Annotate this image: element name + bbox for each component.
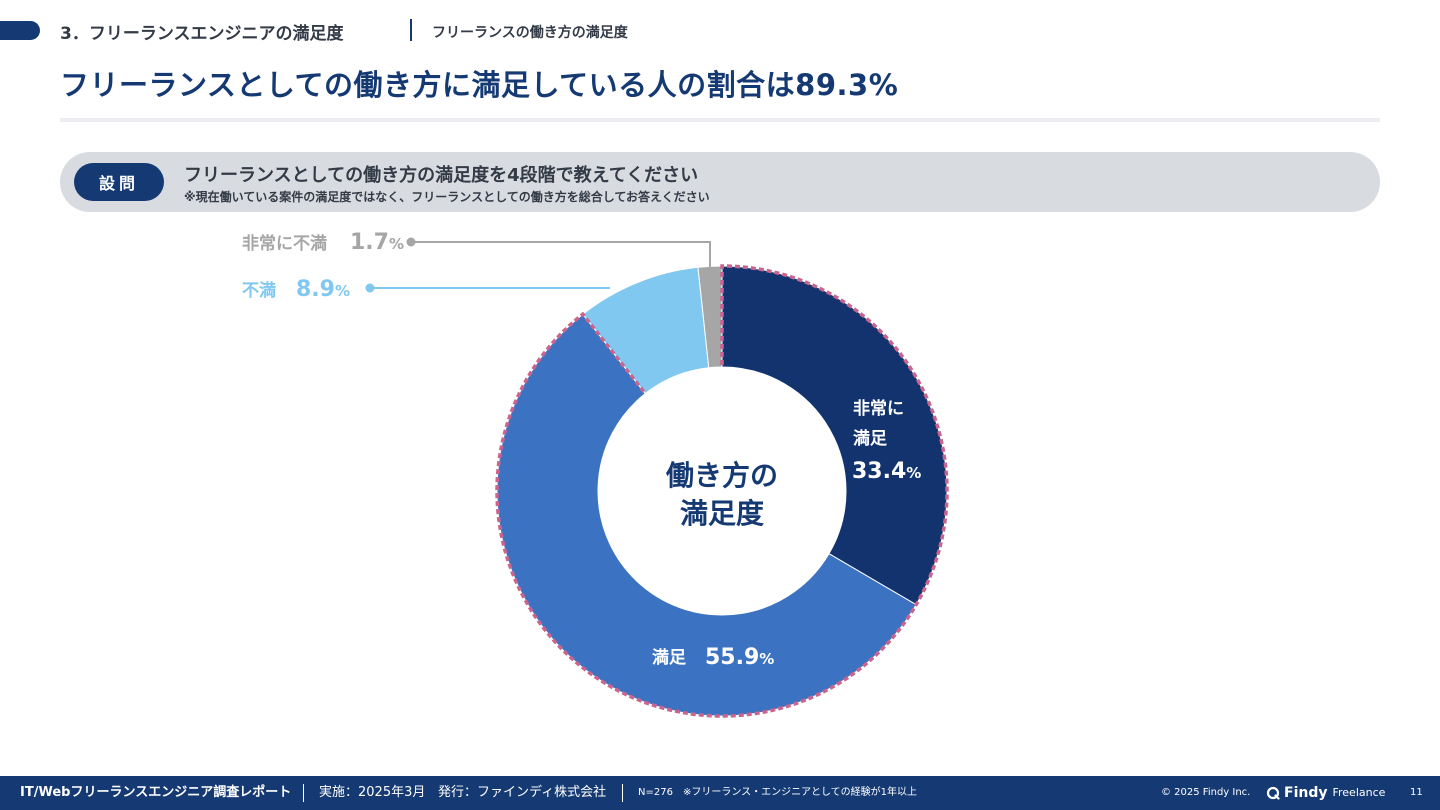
slice-value: 55.9% — [705, 645, 774, 670]
slice-value: 1.7% — [350, 230, 404, 255]
brand-sub: Freelance — [1332, 786, 1386, 799]
slice-label: 満足 — [652, 647, 686, 668]
footer-date: 実施：2025年3月 — [319, 785, 426, 800]
footer-divider — [303, 784, 304, 802]
question-note: ※現在働いている案件の満足度ではなく、フリーランスとしての働き方を総合してお答え… — [184, 190, 710, 204]
footer-divider — [622, 784, 623, 802]
brand-name: Findy — [1284, 785, 1328, 801]
footer: IT/Webフリーランスエンジニア調査レポート 実施：2025年3月 発行：ファ… — [0, 776, 1440, 810]
section-divider — [410, 19, 412, 41]
slice-label: 非常に — [853, 398, 904, 419]
findy-logo-icon — [1266, 786, 1280, 800]
page-title: フリーランスとしての働き方に満足している人の割合は89.3% — [60, 68, 899, 102]
donut-slice-1 — [721, 265, 948, 606]
section-title: 3．フリーランスエンジニアの満足度 — [60, 24, 344, 44]
footer-condition: ※フリーランス・エンジニアとしての経験が1年以上 — [683, 787, 918, 798]
question-badge: 設問 — [74, 163, 164, 201]
section-marker — [0, 21, 40, 40]
callout-line — [411, 241, 711, 268]
question-box: 設問 フリーランスとしての働き方の満足度を4段階で教えてください ※現在働いてい… — [60, 152, 1380, 212]
footer-publisher: 発行：ファインディ株式会社 — [438, 785, 607, 800]
footer-brand-logo: Findy Freelance — [1266, 776, 1385, 810]
slice-label: 満足 — [853, 428, 887, 449]
donut-slice-4 — [697, 265, 723, 369]
question-text: フリーランスとしての働き方の満足度を4段階で教えてください — [184, 165, 699, 186]
center-label-line: 満足度 — [680, 497, 764, 530]
section-subtitle: フリーランスの働き方の満足度 — [432, 25, 628, 41]
highlight-outline — [495, 264, 949, 718]
slice-value: 33.4% — [852, 459, 921, 484]
slice-label: 不満 — [242, 280, 276, 301]
footer-sample-size: N=276 — [638, 787, 673, 798]
title-rule — [60, 118, 1380, 122]
footer-copyright: © 2025 Findy Inc. — [1161, 787, 1251, 798]
center-label-line: 働き方の — [665, 459, 778, 492]
callout-dot — [365, 283, 375, 293]
slice-label: 非常に不満 — [242, 233, 327, 254]
page-number: 11 — [1410, 787, 1423, 798]
footer-report-name: IT/Webフリーランスエンジニア調査レポート — [20, 785, 292, 800]
slice-value: 8.9% — [296, 277, 350, 302]
callout-dot — [406, 237, 416, 247]
